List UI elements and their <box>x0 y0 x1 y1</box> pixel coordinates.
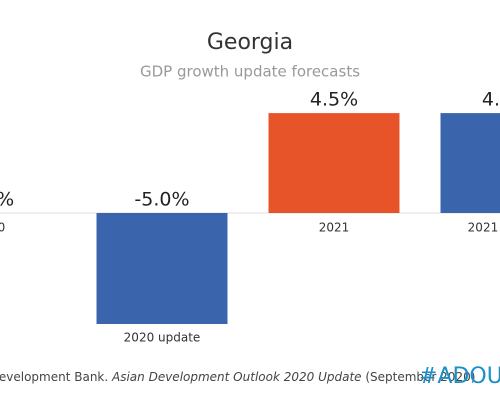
bar <box>268 113 400 213</box>
bar <box>96 213 228 324</box>
bar <box>440 113 500 213</box>
chart-title: Georgia <box>207 30 293 55</box>
source-title: Asian Development Outlook 2020 Update <box>111 370 362 384</box>
source-suffix: (September 2020) <box>362 370 476 384</box>
x-tick-label: 2021 <box>319 221 350 235</box>
value-label: 0.0% <box>0 189 14 211</box>
x-tick-label: 2020 <box>0 221 5 235</box>
hashtag: #ADOU2020 <box>419 364 500 389</box>
x-tick-label: 2020 update <box>124 331 201 345</box>
chart-subtitle: GDP growth update forecasts <box>140 63 360 81</box>
value-label: -5.0% <box>134 189 189 211</box>
value-label: 4.5% <box>310 89 358 111</box>
source: Source: Asian Development Bank. Asian De… <box>0 370 475 384</box>
value-label: 4.5% <box>482 89 500 111</box>
source-prefix: Source: Asian Development Bank. <box>0 370 112 384</box>
x-tick-label: 2021 update <box>468 221 500 235</box>
